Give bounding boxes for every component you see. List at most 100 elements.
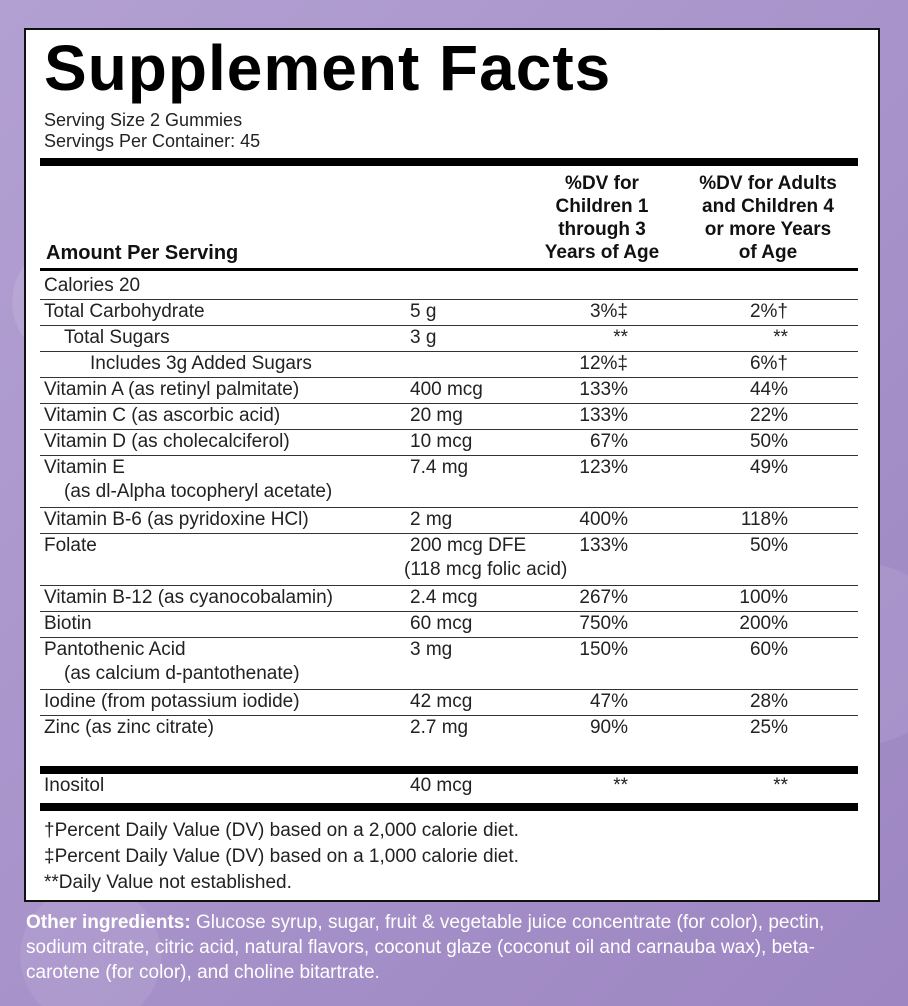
row-divider [40,325,858,326]
adult-dv: 49% [749,457,788,478]
row-divider [40,689,858,690]
amount-per-serving-header: Amount Per Serving [46,242,239,264]
children-dv-header: %DV for Children 1 through 3 Years of Ag… [544,173,660,263]
nutrient-name: Folate [44,535,97,556]
servings-per-container: Servings Per Container: 45 [44,131,261,151]
nutrient-amount: 7.4 mg [410,457,469,478]
nutrient-name: Pantothenic Acid [44,639,186,660]
child-dv: 400% [579,509,628,530]
nutrient-name: Vitamin A (as retinyl palmitate) [44,379,300,400]
row-divider [40,403,858,404]
nutrient-row: Total Sugars 3 g ** ** [40,326,858,352]
nutrient-name: Total Sugars [64,327,170,348]
row-divider [40,533,858,534]
child-dv: 67% [589,431,628,452]
child-dv: 133% [579,379,628,400]
row-divider [40,585,858,586]
other-ingredients-label: Other ingredients: [26,912,191,933]
serving-size: Serving Size 2 Gummies [44,110,243,130]
row-divider [40,507,858,508]
supplement-facts-panel: Supplement Facts Serving Size 2 Gummies … [24,28,880,902]
child-dv: 133% [579,535,628,556]
footnote-dagger: †Percent Daily Value (DV) based on a 2,0… [44,820,519,841]
nutrient-row: Vitamin B-12 (as cyanocobalamin) 2.4 mcg 2… [40,586,858,612]
child-dv: 150% [579,639,628,660]
child-dv: 123% [579,457,628,478]
row-divider [40,377,858,378]
nutrient-amount: 2 mg [410,509,453,530]
row-divider [40,351,858,352]
bottom-divider [40,803,858,811]
footnote-double-dagger: ‡Percent Daily Value (DV) based on a 1,0… [44,846,519,867]
adult-dv: ** [773,775,788,796]
nutrient-row: Total Carbohydrate 5 g 3%‡ 2%† [40,300,858,326]
adult-dv: 118% [740,509,788,530]
adult-dv: 50% [749,431,788,452]
nutrient-row: Vitamin D (as cholecalciferol) 10 mcg 67% 5… [40,430,858,456]
row-divider [40,429,858,430]
nutrient-name: Biotin [44,613,92,634]
adult-dv: 22% [749,405,788,426]
nutrient-row: Inositol 40 mcg ** ** [40,774,858,800]
nutrient-name: Iodine (from potassium iodide) [44,691,300,712]
adult-dv: 44% [749,379,788,400]
nutrient-row: Vitamin A (as retinyl palmitate) 400 mcg 1… [40,378,858,404]
nutrient-name: Total Carbohydrate [44,301,205,322]
nutrient-amount: 10 mcg [410,431,473,452]
nutrient-amount: 3 g [410,327,437,348]
row-divider [40,715,858,716]
nutrient-amount: 3 mg [410,639,453,660]
other-ingredients: Other ingredients: Glucose syrup, sugar,… [26,910,876,985]
nutrient-name-detail: (as dl-Alpha tocopheryl acetate) [64,481,333,502]
page-title: Supplement Facts [44,32,612,104]
child-dv: 47% [589,691,628,712]
nutrient-amount: 200 mcg DFE [410,535,527,556]
other-ingredients-text: Glucose syrup, sugar, fruit & vegetable … [26,912,825,983]
adult-dv: 50% [749,535,788,556]
nutrient-amount: 20 mg [410,405,463,426]
child-dv: 750% [579,613,628,634]
top-divider [40,158,858,166]
serving-info: Serving Size 2 Gummies Servings Per Cont… [44,110,260,152]
nutrient-row: Vitamin B-6 (as pyridoxine HCl) 2 mg 400% 1… [40,508,858,534]
calories-row: Calories 20 [40,274,858,300]
adult-dv: 6%† [749,353,788,374]
adult-dv: 60% [749,639,788,660]
adult-dv: ** [773,327,788,348]
nutrient-row: Pantothenic Acid (as calcium d-pantothena… [40,638,858,690]
nutrient-name: Vitamin B-6 (as pyridoxine HCl) [44,509,309,530]
nutrient-row: Zinc (as zinc citrate) 2.7 mg 90% 25% [40,716,858,742]
nutrient-name: Vitamin C (as ascorbic acid) [44,405,281,426]
adult-dv: 100% [739,587,788,608]
nutrient-row: Vitamin E (as dl-Alpha tocopheryl acetate… [40,456,858,508]
nutrient-row: Biotin 60 mcg 750% 200% [40,612,858,638]
nutrient-name: Includes 3g Added Sugars [90,353,312,374]
child-dv: ** [613,775,628,796]
nutrient-name: Vitamin D (as cholecalciferol) [44,431,290,452]
nutrient-row: Folate 200 mcg DFE (118 mcg folic acid) 133… [40,534,858,586]
child-dv: ** [613,327,628,348]
inositol-divider [40,766,858,774]
nutrient-name: Vitamin E [44,457,125,478]
nutrient-row: Iodine (from potassium iodide) 42 mcg 47% 2… [40,690,858,716]
nutrient-amount: 2.4 mcg [410,587,478,608]
nutrient-name: Zinc (as zinc citrate) [44,717,214,738]
adults-dv-header: %DV for Adults and Children 4 or more Ye… [699,173,837,263]
row-divider [40,637,858,638]
nutrient-amount: 5 g [410,301,437,322]
child-dv: 90% [589,717,628,738]
adult-dv: 200% [739,613,788,634]
adult-dv: 25% [749,717,788,738]
nutrient-amount: 40 mcg [410,775,473,796]
child-dv: 267% [579,587,628,608]
nutrient-amount-detail: (118 mcg folic acid) [404,559,568,580]
nutrient-name-detail: (as calcium d-pantothenate) [64,663,300,684]
nutrient-name: Inositol [44,775,105,796]
footnote-not-established: **Daily Value not established. [44,872,292,893]
nutrient-amount: 2.7 mg [410,717,469,738]
nutrient-amount: 60 mcg [410,613,473,634]
nutrient-amount: 42 mcg [410,691,473,712]
child-dv: 3%‡ [589,301,628,322]
footnotes: †Percent Daily Value (DV) based on a 2,0… [44,818,519,896]
header-divider [40,268,858,271]
